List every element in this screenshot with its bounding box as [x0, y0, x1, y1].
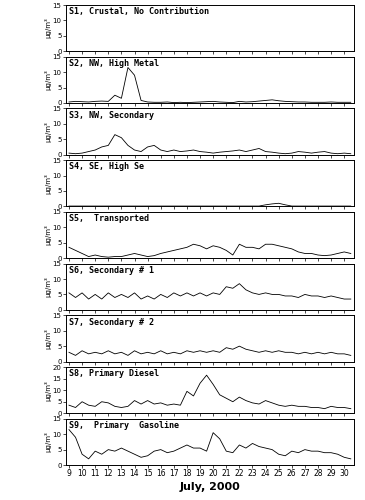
- Text: S4, SE, High Se: S4, SE, High Se: [69, 162, 143, 172]
- Y-axis label: μg/m³: μg/m³: [44, 18, 51, 38]
- Text: S3, NW, Secondary: S3, NW, Secondary: [69, 111, 154, 120]
- Y-axis label: μg/m³: μg/m³: [44, 432, 51, 452]
- X-axis label: July, 2000: July, 2000: [180, 482, 240, 492]
- Y-axis label: μg/m³: μg/m³: [44, 224, 51, 246]
- Y-axis label: μg/m³: μg/m³: [44, 173, 51, 194]
- Y-axis label: μg/m³: μg/m³: [44, 70, 51, 90]
- Y-axis label: μg/m³: μg/m³: [44, 328, 51, 349]
- Y-axis label: μg/m³: μg/m³: [44, 121, 51, 142]
- Y-axis label: μg/m³: μg/m³: [44, 276, 51, 297]
- Text: S7, Secondary # 2: S7, Secondary # 2: [69, 318, 154, 326]
- Text: S1, Crustal, No Contribution: S1, Crustal, No Contribution: [69, 8, 208, 16]
- Text: S5,  Transported: S5, Transported: [69, 214, 149, 223]
- Text: S8, Primary Diesel: S8, Primary Diesel: [69, 370, 158, 378]
- Text: S2, NW, High Metal: S2, NW, High Metal: [69, 59, 158, 68]
- Text: S6, Secondary # 1: S6, Secondary # 1: [69, 266, 154, 275]
- Y-axis label: μg/m³: μg/m³: [44, 380, 51, 400]
- Text: S9,  Primary  Gasoline: S9, Primary Gasoline: [69, 421, 178, 430]
